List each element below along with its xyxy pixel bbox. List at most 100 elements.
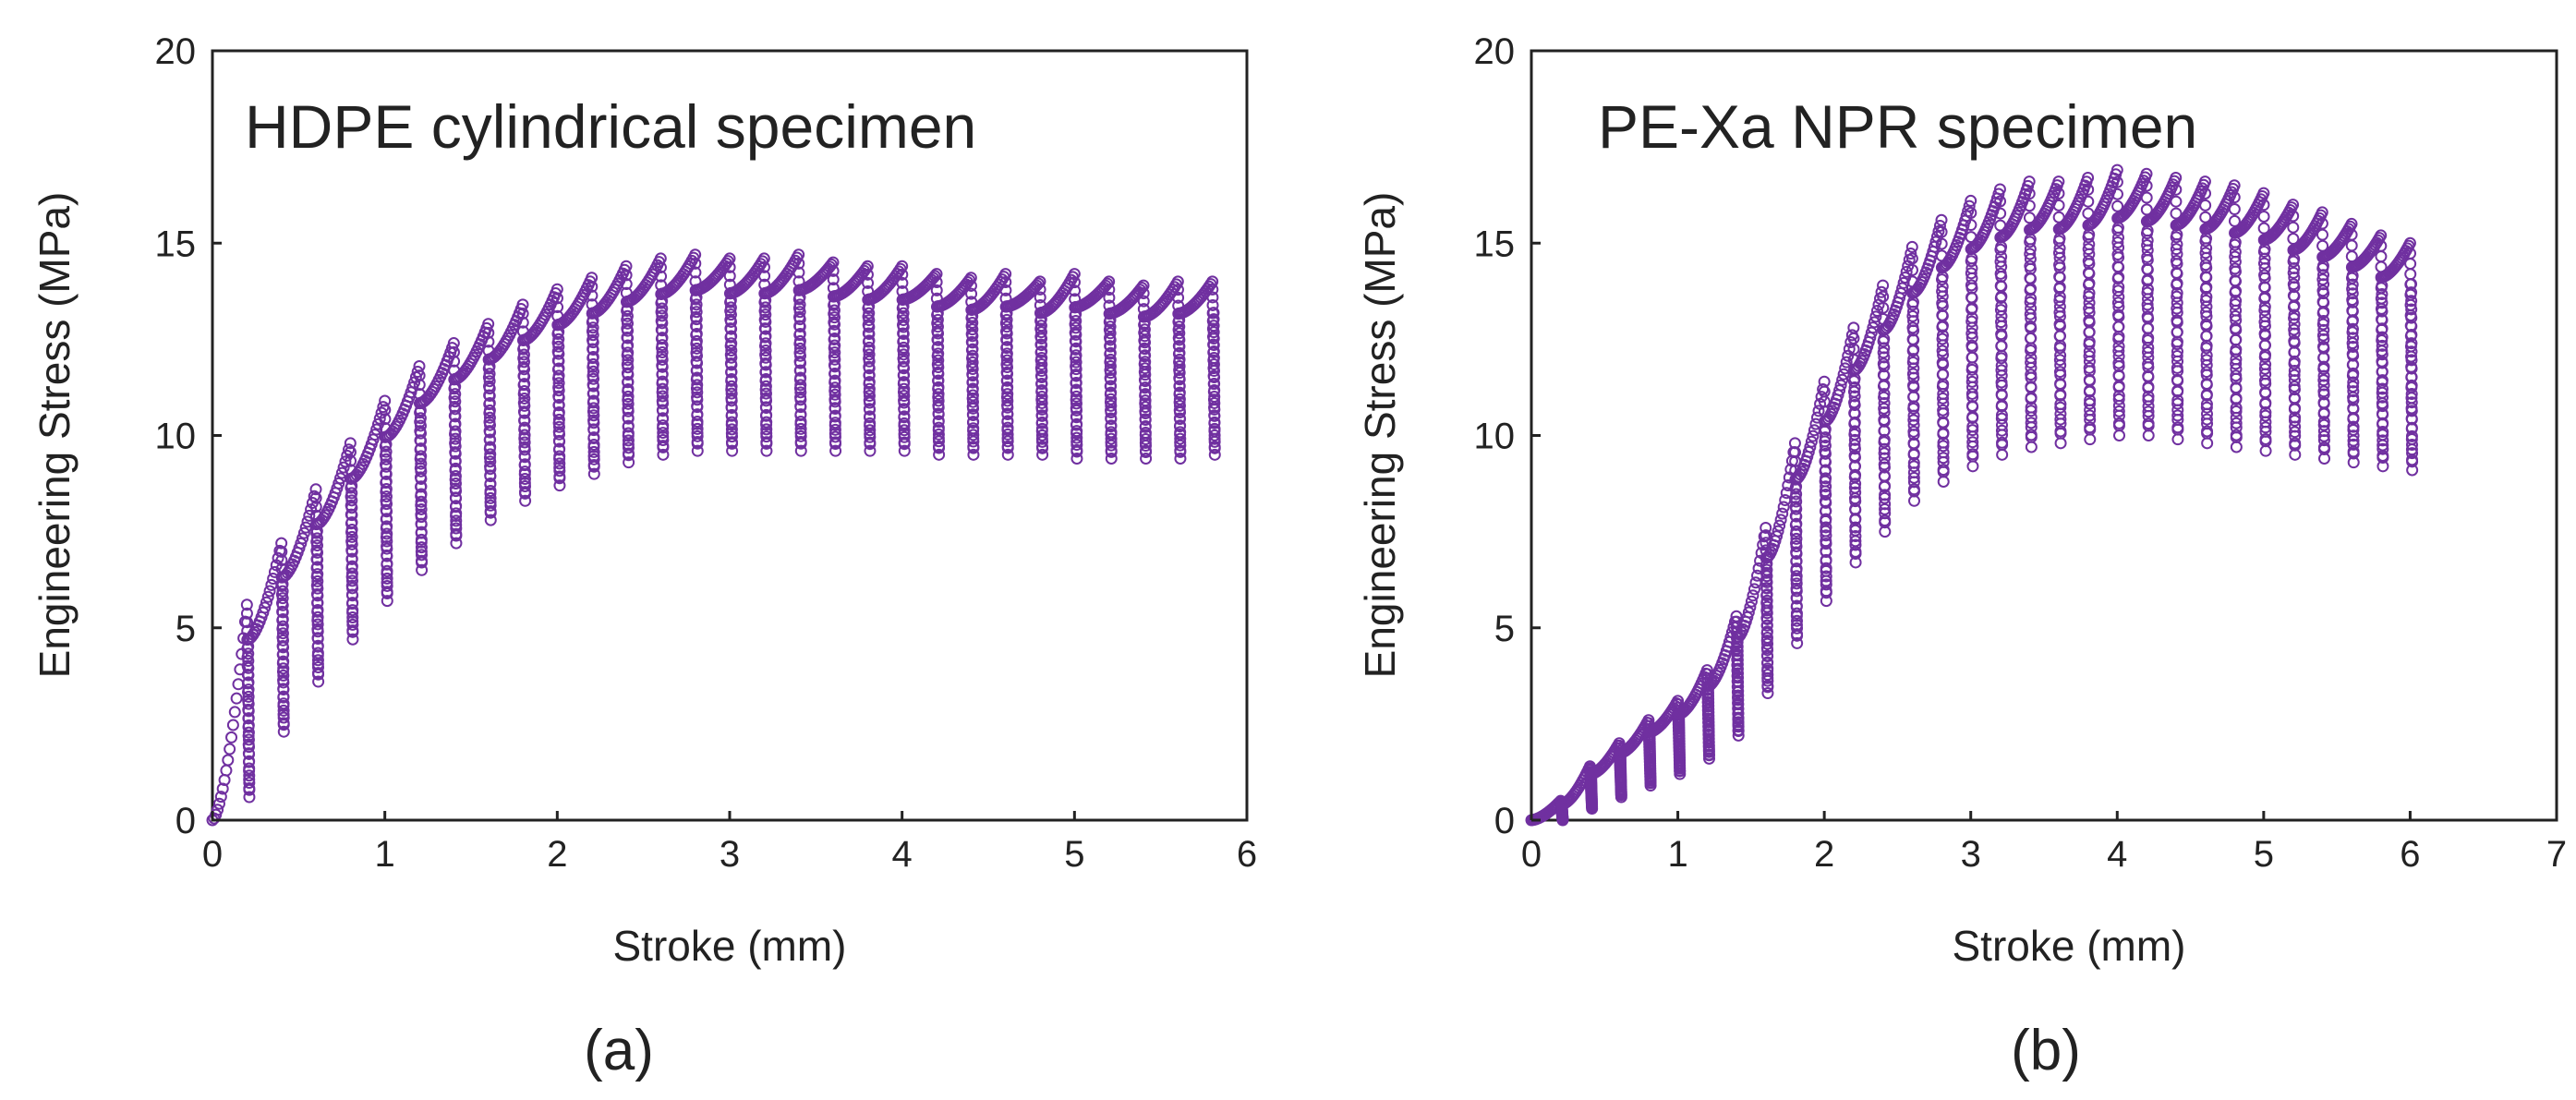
data-point bbox=[586, 272, 599, 284]
data-point bbox=[449, 395, 462, 408]
data-point bbox=[1105, 432, 1118, 445]
data-point bbox=[863, 382, 876, 395]
data-point bbox=[2318, 452, 2331, 465]
data-point bbox=[793, 327, 806, 340]
data-point bbox=[1139, 433, 1152, 446]
data-point bbox=[1929, 236, 1942, 248]
data-point bbox=[898, 355, 911, 368]
data-point bbox=[450, 522, 463, 535]
data-point bbox=[897, 327, 910, 340]
data-point bbox=[1732, 702, 1745, 715]
data-point bbox=[483, 396, 496, 409]
data-point bbox=[999, 284, 1012, 296]
data-point bbox=[2259, 339, 2272, 352]
data-point bbox=[415, 511, 428, 524]
data-point bbox=[2200, 306, 2213, 319]
data-point bbox=[2287, 210, 2300, 223]
data-point bbox=[725, 402, 738, 415]
data-point bbox=[828, 353, 841, 366]
data-point bbox=[1760, 594, 1773, 607]
data-point bbox=[1070, 314, 1082, 327]
data-point bbox=[1035, 435, 1048, 448]
data-point bbox=[1173, 340, 1186, 353]
data-point bbox=[381, 587, 393, 600]
data-point bbox=[1849, 460, 1862, 473]
data-point bbox=[337, 461, 350, 474]
data-point bbox=[689, 266, 702, 279]
data-point bbox=[2083, 302, 2096, 315]
y-tick-label: 0 bbox=[175, 801, 196, 841]
data-point bbox=[1174, 419, 1187, 432]
data-point bbox=[484, 499, 497, 512]
data-point bbox=[1069, 284, 1082, 297]
data-point bbox=[2376, 305, 2389, 318]
x-axis-label: Stroke (mm) bbox=[1953, 922, 2186, 970]
data-point bbox=[932, 333, 945, 346]
data-point bbox=[794, 401, 807, 414]
data-point bbox=[1804, 441, 1817, 453]
data-point bbox=[1820, 472, 1832, 485]
data-point bbox=[1820, 529, 1832, 542]
data-point bbox=[232, 678, 245, 691]
data-point bbox=[932, 401, 945, 414]
x-tick-label: 6 bbox=[1237, 834, 1257, 875]
data-point bbox=[516, 316, 529, 329]
data-point bbox=[240, 607, 253, 620]
data-point bbox=[553, 465, 566, 477]
data-point bbox=[1878, 360, 1891, 373]
data-point bbox=[794, 429, 807, 442]
data-point bbox=[828, 388, 841, 401]
data-point bbox=[2083, 350, 2096, 363]
data-point bbox=[345, 552, 358, 565]
data-point bbox=[1206, 275, 1219, 288]
data-point bbox=[2025, 417, 2038, 429]
data-point bbox=[794, 415, 807, 428]
data-point bbox=[2317, 287, 2330, 300]
data-point bbox=[1104, 320, 1117, 333]
data-point bbox=[863, 348, 876, 361]
data-point bbox=[2376, 296, 2389, 309]
data-point bbox=[1849, 486, 1862, 499]
data-point bbox=[2200, 354, 2213, 367]
data-point bbox=[1001, 415, 1014, 428]
data-point bbox=[1034, 326, 1047, 339]
data-point bbox=[450, 537, 463, 550]
data-point bbox=[277, 719, 290, 731]
data-point bbox=[1105, 406, 1118, 419]
data-point bbox=[690, 327, 703, 340]
data-point bbox=[793, 342, 806, 355]
data-point bbox=[2317, 397, 2330, 410]
data-point bbox=[1760, 631, 1773, 644]
data-point bbox=[449, 477, 462, 490]
data-point bbox=[1776, 507, 1789, 520]
data-point bbox=[897, 341, 910, 354]
data-point bbox=[760, 437, 773, 450]
data-point bbox=[2052, 199, 2065, 212]
data-point bbox=[518, 406, 531, 419]
data-point bbox=[2316, 206, 2328, 219]
data-point bbox=[310, 532, 323, 545]
data-point bbox=[2023, 187, 2036, 200]
data-point bbox=[345, 574, 358, 587]
data-point bbox=[794, 393, 807, 406]
data-point bbox=[1070, 342, 1082, 355]
data-point bbox=[932, 327, 945, 340]
data-point bbox=[1070, 369, 1082, 382]
data-point bbox=[1731, 649, 1744, 662]
data-point bbox=[1790, 502, 1803, 515]
data-point bbox=[2406, 455, 2419, 468]
data-point bbox=[622, 361, 635, 374]
data-point bbox=[622, 382, 635, 395]
data-point bbox=[1139, 420, 1152, 433]
data-point bbox=[312, 675, 325, 688]
data-point bbox=[2405, 337, 2418, 350]
data-point bbox=[657, 448, 670, 461]
data-point bbox=[1965, 194, 1977, 207]
data-point bbox=[622, 339, 635, 352]
data-point bbox=[2317, 369, 2330, 382]
data-point bbox=[1820, 570, 1832, 583]
data-point bbox=[379, 404, 392, 417]
data-point bbox=[932, 415, 945, 428]
data-point bbox=[622, 397, 635, 410]
data-point bbox=[1790, 525, 1803, 538]
